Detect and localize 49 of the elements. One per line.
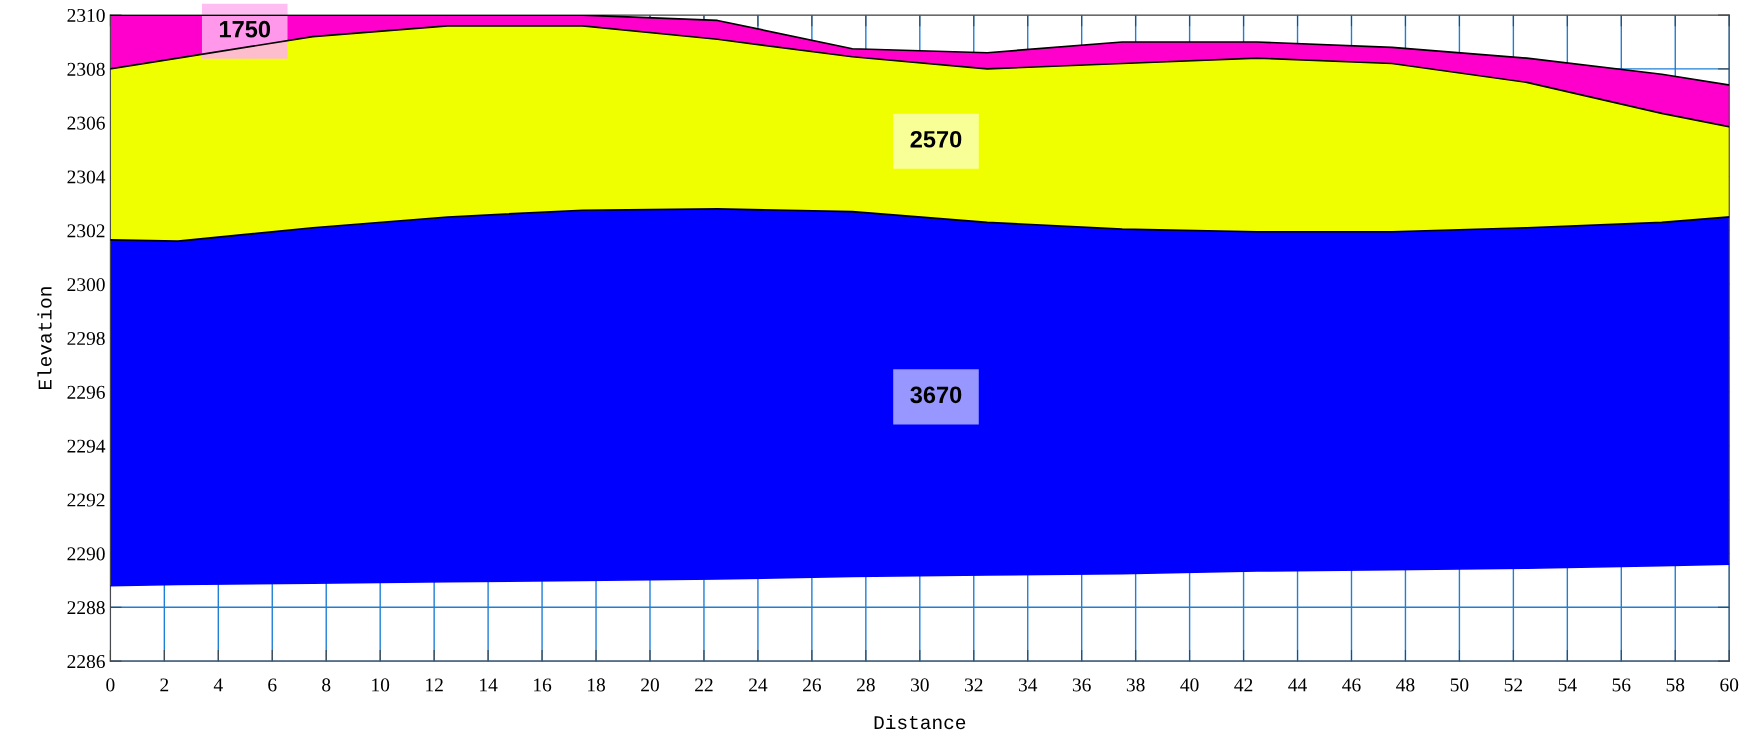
x-tick-label: 24 <box>749 678 768 692</box>
y-axis-title: Elevation <box>37 287 52 390</box>
x-tick-label: 48 <box>1396 678 1415 692</box>
x-tick-label: 6 <box>268 678 277 692</box>
y-tick-label: 2294 <box>67 439 106 453</box>
y-tick-label: 2290 <box>67 547 105 561</box>
y-tick-label: 2306 <box>67 116 105 130</box>
x-tick-label: 22 <box>695 678 713 692</box>
x-tick-label: 14 <box>480 678 498 692</box>
x-tick-label: 10 <box>372 678 390 692</box>
x-tick-label: 34 <box>1018 678 1038 692</box>
x-tick-label: 20 <box>641 678 659 692</box>
x-tick-label: 2 <box>160 678 169 692</box>
y-tick-label: 2292 <box>67 493 105 507</box>
x-tick-label: 38 <box>1126 678 1145 692</box>
annotation: 2570 <box>910 130 962 148</box>
x-tick-label: 8 <box>322 678 331 692</box>
y-tick-label: 2296 <box>67 385 105 399</box>
x-tick-label: 0 <box>106 678 115 692</box>
y-tick-label: 2310 <box>67 8 105 22</box>
x-tick-label: 4 <box>213 678 223 692</box>
x-tick-label: 36 <box>1072 678 1091 692</box>
x-tick-label: 16 <box>534 678 552 692</box>
x-tick-label: 44 <box>1288 678 1307 692</box>
y-tick-label: 2302 <box>67 224 105 238</box>
y-tick-label: 2286 <box>67 654 105 669</box>
y-tick-label: 2308 <box>67 62 105 76</box>
x-tick-label: 56 <box>1612 678 1631 692</box>
annotation: 1750 <box>219 20 271 38</box>
x-tick-label: 58 <box>1666 678 1685 692</box>
y-tick-label: 2304 <box>67 170 106 184</box>
y-tick-label: 2300 <box>67 278 105 292</box>
x-axis-title: Distance <box>874 714 966 730</box>
x-tick-label: 52 <box>1504 678 1523 692</box>
x-tick-label: 40 <box>1180 678 1199 692</box>
x-tick-label: 42 <box>1234 678 1253 692</box>
annotation: 3670 <box>910 386 962 404</box>
x-tick-label: 46 <box>1342 678 1361 692</box>
x-tick-label: 50 <box>1450 678 1469 692</box>
x-tick-label: 28 <box>856 678 875 692</box>
x-tick-label: 18 <box>588 678 606 692</box>
x-tick-label: 54 <box>1558 678 1577 692</box>
x-tick-label: 60 <box>1720 678 1739 692</box>
y-tick-label: 2298 <box>67 331 105 346</box>
y-tick-label: 2288 <box>67 601 105 615</box>
x-tick-label: 26 <box>803 678 822 692</box>
x-tick-label: 30 <box>911 678 929 692</box>
x-tick-label: 32 <box>964 678 983 692</box>
x-tick-label: 12 <box>426 678 443 692</box>
